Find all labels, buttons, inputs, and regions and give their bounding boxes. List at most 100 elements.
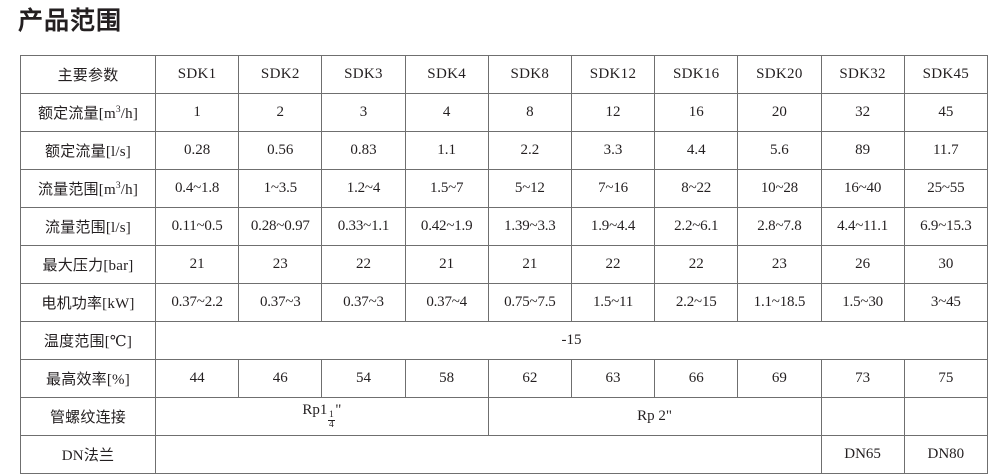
cell-value: 2.8~7.8 (737, 207, 822, 246)
cell-value-merged-temperature: -15 (155, 321, 988, 360)
row-label-dn-flange: DN法兰 (20, 435, 156, 474)
cell-empty (903, 397, 989, 436)
cell-value: 12 (570, 93, 656, 132)
cell-value: 44 (154, 359, 240, 398)
model-header-sdk12: SDK12 (570, 55, 656, 94)
cell-value: 25~55 (903, 169, 989, 208)
page-title: 产品范围 (18, 7, 123, 35)
cell-value: 22 (570, 245, 656, 284)
cell-value: 0.37~3 (238, 283, 323, 322)
cell-value: 8 (487, 93, 572, 132)
model-header-sdk20: SDK20 (737, 55, 822, 94)
cell-value: 23 (238, 245, 323, 284)
table-row: 最大压力[bar] 21 23 22 21 21 22 22 23 26 30 (20, 245, 989, 284)
cell-value: 1.5~11 (570, 283, 656, 322)
spec-table-container: 主要参数 SDK1 SDK2 SDK3 SDK4 SDK8 SDK12 SDK1… (20, 55, 989, 474)
table-header-row: 主要参数 SDK1 SDK2 SDK3 SDK4 SDK8 SDK12 SDK1… (20, 55, 989, 94)
row-label-text-suffix: /h] (120, 106, 139, 122)
cell-value: 2.2~6.1 (654, 207, 739, 246)
cell-value: 46 (238, 359, 323, 398)
cell-value: 5.6 (737, 131, 822, 170)
cell-value: 23 (737, 245, 822, 284)
cell-value: 1 (154, 93, 240, 132)
row-label-motor-power: 电机功率[kW] (20, 283, 156, 322)
table-row: 最高效率[%] 44 46 54 58 62 63 66 69 73 75 (20, 359, 989, 398)
cell-value: 21 (154, 245, 240, 284)
model-header-sdk1: SDK1 (154, 55, 240, 94)
cell-value: 54 (321, 359, 406, 398)
model-header-sdk2: SDK2 (238, 55, 323, 94)
cell-value: 1.5~30 (820, 283, 905, 322)
cell-value: 30 (903, 245, 989, 284)
model-header-sdk45: SDK45 (903, 55, 989, 94)
table-row: 管螺纹连接 Rp1 1 4 " Rp 2" (20, 397, 989, 436)
cell-value: 3.3 (570, 131, 656, 170)
cell-value: 73 (820, 359, 905, 398)
row-label-temperature-range: 温度范围[℃] (20, 321, 156, 360)
cell-value: 0.28~0.97 (238, 207, 323, 246)
table-row: 额定流量[m3/h] 1 2 3 4 8 12 16 20 32 45 (20, 93, 989, 132)
cell-value: 0.28 (154, 131, 240, 170)
cell-value: 58 (404, 359, 489, 398)
cell-value: 1.1 (404, 131, 489, 170)
row-label-pipe-thread-connection: 管螺纹连接 (20, 397, 156, 436)
cell-value: 32 (820, 93, 905, 132)
table-row: DN法兰 DN65 DN80 (20, 435, 989, 474)
cell-value: 7~16 (570, 169, 656, 208)
cell-value: 4 (404, 93, 489, 132)
row-label-rated-flow-m3h: 额定流量[m3/h] (20, 93, 156, 132)
cell-value: 89 (820, 131, 905, 170)
cell-value: 0.37~2.2 (154, 283, 240, 322)
cell-value: 0.83 (321, 131, 406, 170)
product-range-table: 主要参数 SDK1 SDK2 SDK3 SDK4 SDK8 SDK12 SDK1… (20, 55, 989, 474)
fraction-denominator: 4 (328, 420, 334, 431)
cell-value: 21 (404, 245, 489, 284)
table-body: 主要参数 SDK1 SDK2 SDK3 SDK4 SDK8 SDK12 SDK1… (20, 55, 989, 474)
cell-value: 0.37~3 (321, 283, 406, 322)
cell-value: 16 (654, 93, 739, 132)
cell-value: 1.5~7 (404, 169, 489, 208)
cell-value: 0.56 (238, 131, 323, 170)
cell-value: 2.2~15 (654, 283, 739, 322)
cell-value: 5~12 (487, 169, 572, 208)
cell-value: 1.2~4 (321, 169, 406, 208)
model-header-sdk3: SDK3 (321, 55, 406, 94)
cell-value: 0.37~4 (404, 283, 489, 322)
model-header-sdk8: SDK8 (487, 55, 572, 94)
cell-value: 6.9~15.3 (903, 207, 989, 246)
table-row: 额定流量[l/s] 0.28 0.56 0.83 1.1 2.2 3.3 4.4… (20, 131, 989, 170)
table-row: 电机功率[kW] 0.37~2.2 0.37~3 0.37~3 0.37~4 0… (20, 283, 989, 322)
thread-prefix: Rp1 (302, 401, 328, 418)
cell-value: 75 (903, 359, 989, 398)
row-label-max-pressure: 最大压力[bar] (20, 245, 156, 284)
cell-value: 1.9~4.4 (570, 207, 656, 246)
cell-value: 2.2 (487, 131, 572, 170)
cell-value: 0.42~1.9 (404, 207, 489, 246)
row-label-rated-flow-ls: 额定流量[l/s] (20, 131, 156, 170)
row-label-flow-range-ls: 流量范围[l/s] (20, 207, 156, 246)
table-row: 流量范围[m3/h] 0.4~1.8 1~3.5 1.2~4 1.5~7 5~1… (20, 169, 989, 208)
cell-value: 0.75~7.5 (487, 283, 572, 322)
cell-value: 20 (737, 93, 822, 132)
cell-value: 69 (737, 359, 822, 398)
table-row: 流量范围[l/s] 0.11~0.5 0.28~0.97 0.33~1.1 0.… (20, 207, 989, 246)
header-param-label: 主要参数 (20, 55, 156, 94)
cell-value: 1.1~18.5 (737, 283, 822, 322)
cell-thread-rp1-1-4: Rp1 1 4 " (155, 397, 489, 436)
cell-value: 62 (487, 359, 572, 398)
table-row: 温度范围[℃] -15 (20, 321, 988, 360)
row-label-text-suffix: /h] (120, 182, 139, 198)
model-header-sdk32: SDK32 (820, 55, 905, 94)
thread-suffix: " (335, 401, 342, 418)
fraction-numerator: 1 (327, 409, 335, 422)
cell-value: 21 (487, 245, 572, 284)
cell-value: 3~45 (903, 283, 989, 322)
cell-value: 22 (654, 245, 739, 284)
cell-value: 8~22 (654, 169, 739, 208)
cell-value: 0.4~1.8 (154, 169, 240, 208)
cell-value: 1.39~3.3 (487, 207, 572, 246)
cell-value: 63 (570, 359, 656, 398)
row-label-max-efficiency: 最高效率[%] (20, 359, 156, 398)
